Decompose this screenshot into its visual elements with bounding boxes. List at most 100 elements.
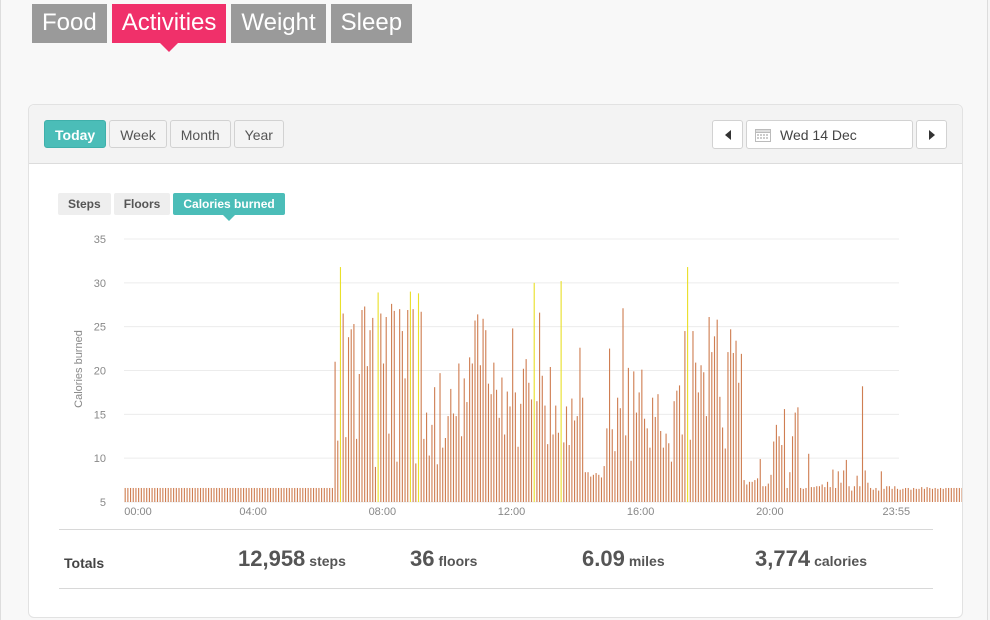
chart-bar <box>366 366 368 502</box>
chart-bar <box>283 487 285 502</box>
chart-bar <box>574 420 576 502</box>
chart-bar <box>757 478 759 502</box>
chart-bar <box>374 466 376 502</box>
totals-label: Totals <box>64 555 105 571</box>
chart-bar <box>582 397 584 502</box>
chart-bar <box>202 487 204 502</box>
period-tab-week[interactable]: Week <box>109 120 167 148</box>
chart-bar <box>711 352 713 502</box>
tab-food[interactable]: Food <box>32 4 107 43</box>
chart-bar <box>329 487 331 502</box>
period-tab-today[interactable]: Today <box>44 120 107 148</box>
chart-bar <box>490 394 492 502</box>
chart-bar <box>463 378 465 502</box>
chart-bar <box>337 440 339 502</box>
metric-tab-floors[interactable]: Floors <box>113 193 171 215</box>
period-tab-year[interactable]: Year <box>233 120 284 148</box>
period-tab-month[interactable]: Month <box>169 120 231 148</box>
chart-bar <box>485 330 487 502</box>
calories-chart: 5 10 15 20 25 30 35 00:00 04:00 08:00 12:00 16:00 2… <box>73 234 962 518</box>
total-calories-value: 3,774 <box>755 546 811 571</box>
y-tick-label: 25 <box>94 322 106 334</box>
chart-bar <box>883 488 885 502</box>
chart-bar <box>800 487 802 502</box>
chart-bar <box>253 487 255 502</box>
chart-bar <box>181 487 183 502</box>
next-day-button[interactable] <box>916 120 947 149</box>
chart-bar <box>269 487 272 502</box>
date-picker[interactable]: Wed 14 Dec <box>746 120 913 149</box>
chart-bar <box>436 464 438 502</box>
chart-bar <box>372 317 374 502</box>
chart-bar <box>321 487 323 502</box>
chart-bar <box>560 281 562 502</box>
chart-bar <box>175 487 177 502</box>
chart-bar <box>722 427 724 502</box>
chart-bar <box>221 487 223 502</box>
chart-bar <box>872 489 874 502</box>
chart-bar <box>399 309 401 502</box>
chart-bar <box>856 475 858 502</box>
chart-bar <box>719 396 721 502</box>
chart-bar <box>724 448 726 502</box>
chart-bar <box>767 483 769 502</box>
chart-bar <box>611 429 613 502</box>
chart-bar <box>727 352 729 502</box>
chart-bar <box>606 428 608 502</box>
chart-bar <box>186 487 188 502</box>
chart-bar <box>705 416 707 502</box>
chart-bar <box>455 416 457 502</box>
tab-activities[interactable]: Activities <box>111 4 227 52</box>
chart-bar <box>248 487 250 502</box>
chart-bar <box>342 313 344 502</box>
chart-bar <box>676 390 678 502</box>
y-axis-ticks: 5 10 15 20 25 30 35 <box>94 234 106 509</box>
chart-bar <box>264 487 266 502</box>
chart-bar <box>622 308 624 502</box>
chart-bar <box>286 487 288 502</box>
chart-bar <box>902 488 904 502</box>
tab-weight[interactable]: Weight <box>231 4 326 43</box>
chart-bar <box>541 375 543 502</box>
chart-bar <box>896 488 899 502</box>
previous-day-button[interactable] <box>712 120 743 149</box>
chart-bar <box>130 487 132 502</box>
chart-bar <box>164 487 167 502</box>
chart-bar <box>522 368 524 502</box>
total-calories-unit: calories <box>814 553 867 569</box>
chart-bar <box>452 413 455 502</box>
chart-bar <box>224 487 226 502</box>
chart-bar <box>697 392 699 502</box>
section-tabs: Food Activities Weight Sleep <box>32 4 413 52</box>
metric-tab-calories[interactable]: Calories burned <box>173 193 285 221</box>
chart-bar <box>334 361 336 502</box>
chart-bar <box>913 487 915 502</box>
chart-bar <box>934 487 936 502</box>
y-tick-label: 35 <box>94 234 106 246</box>
chart-bar <box>412 309 414 502</box>
metric-tab-steps[interactable]: Steps <box>58 193 111 215</box>
chart-bar <box>625 435 627 502</box>
total-miles-unit: miles <box>628 553 665 569</box>
total-steps-unit: steps <box>309 553 346 569</box>
chart-bar <box>907 487 909 502</box>
chart-bar <box>875 487 877 502</box>
chart-bar <box>288 487 290 502</box>
chart-bar <box>401 331 403 502</box>
chart-bar <box>296 487 298 502</box>
chart-bar <box>805 487 807 502</box>
tab-sleep[interactable]: Sleep <box>330 4 413 43</box>
chart-bar <box>630 460 632 502</box>
activity-panel: Today Week Month Year Wed 14 Dec <box>28 104 963 618</box>
chart-bar <box>657 394 659 502</box>
chart-bar <box>746 484 748 502</box>
chart-bar <box>315 487 317 502</box>
chart-bar <box>420 311 422 502</box>
chart-bar <box>641 369 643 502</box>
chart-bar <box>929 487 931 502</box>
chart-bar <box>867 482 869 502</box>
chart-bar <box>356 438 358 502</box>
chart-bar <box>426 412 428 502</box>
total-calories: 3,774 calories <box>755 546 867 572</box>
chart-bar <box>832 469 834 502</box>
